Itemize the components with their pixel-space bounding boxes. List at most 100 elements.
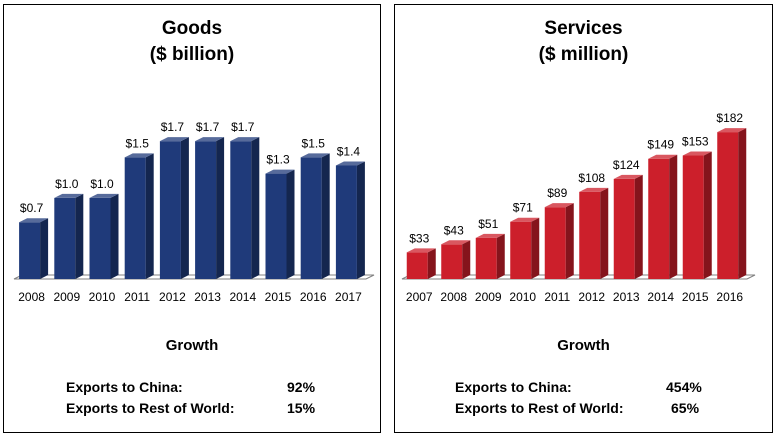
bar-front: [300, 157, 322, 279]
bar-side: [531, 217, 540, 279]
bar-front: [579, 191, 601, 279]
data-label: $149: [647, 138, 674, 152]
bar-front: [475, 237, 497, 279]
data-label: $1.7: [161, 120, 185, 134]
bar-top: [54, 193, 84, 198]
x-tick-label: 2015: [265, 290, 292, 304]
bar-front: [230, 141, 252, 279]
bar: [89, 193, 119, 279]
bar-top: [195, 137, 225, 142]
bar-side: [145, 153, 154, 279]
services-bar-chart: $33 2007 $43 2008 $51 2009 $71 2010 $89 2011 $108 2…: [401, 111, 756, 304]
bar: [335, 161, 365, 279]
x-tick-label: 2013: [194, 290, 221, 304]
metric-value: 454%: [666, 379, 702, 395]
x-tick-label: 2007: [406, 290, 433, 304]
bar: [195, 137, 225, 279]
bar-front: [717, 132, 739, 279]
bar-top: [579, 187, 609, 192]
bar-top: [544, 203, 574, 208]
services-chart-title: Services: [544, 18, 623, 39]
metric-label: Exports to Rest of World:: [455, 400, 624, 416]
bar: [441, 240, 471, 279]
bar-top: [475, 233, 505, 238]
bar: [54, 193, 84, 279]
services-metric-row: Exports to Rest of World: 65%: [455, 400, 755, 418]
bar-top: [300, 153, 330, 158]
services-chart-subtitle: ($ million): [538, 44, 629, 65]
bar-top: [159, 137, 189, 142]
bar-front: [335, 165, 357, 279]
bar-top: [230, 137, 260, 142]
data-label: $33: [409, 231, 429, 245]
bar-front: [682, 155, 704, 279]
bar-top: [648, 154, 678, 159]
bar-side: [321, 153, 330, 279]
data-label: $71: [513, 201, 533, 215]
services-panel: Services ($ million) $33 2007 $43 2008 $51 20…: [394, 4, 773, 433]
bar-top: [613, 174, 643, 179]
goods-bar-chart: $0.7 2008 $1.0 2009 $1.0 2010 $1.5 2011 $1.7 2012…: [13, 120, 375, 304]
bar-front: [124, 157, 146, 279]
bar-side: [496, 233, 505, 279]
x-tick-label: 2009: [475, 290, 502, 304]
bar-top: [510, 217, 540, 222]
x-tick-label: 2008: [18, 290, 45, 304]
bar: [544, 203, 574, 279]
data-label: $1.7: [196, 120, 220, 134]
bar-front: [613, 178, 635, 279]
goods-chart-title: Goods: [161, 18, 223, 39]
bar: [124, 153, 154, 279]
bar-front: [89, 197, 111, 279]
data-label: $43: [444, 223, 464, 237]
data-label: $0.7: [20, 201, 44, 215]
bar: [406, 248, 436, 279]
data-label: $1.7: [231, 120, 255, 134]
data-label: $89: [547, 186, 567, 200]
bar: [682, 151, 712, 279]
x-tick-label: 2010: [509, 290, 536, 304]
bar-side: [40, 218, 49, 279]
bar: [648, 154, 678, 279]
bar-side: [600, 187, 609, 279]
goods-chart-subtitle: ($ billion): [149, 44, 235, 65]
bar-top: [19, 218, 49, 223]
data-label: $1.0: [55, 177, 79, 191]
metric-label: Exports to China:: [66, 379, 183, 395]
x-tick-label: 2011: [544, 290, 570, 304]
bar-front: [159, 141, 181, 279]
x-tick-label: 2015: [682, 290, 709, 304]
bar: [19, 218, 49, 279]
metric-label: Exports to China:: [455, 379, 572, 395]
data-label: $1.3: [266, 153, 290, 167]
bar-top: [335, 161, 365, 166]
goods-panel: Goods ($ billion) $0.7 2008 $1.0 2009 $1.0 20…: [3, 4, 381, 433]
bar: [265, 169, 295, 279]
bar-front: [406, 252, 428, 279]
bar: [230, 137, 260, 279]
data-label: $51: [478, 217, 498, 231]
services-metric-china: Exports to China: 454%: [455, 379, 755, 397]
bar-side: [251, 137, 260, 279]
bar-side: [180, 137, 189, 279]
bar-front: [195, 141, 217, 279]
bar: [475, 233, 505, 279]
x-tick-label: 2011: [124, 290, 150, 304]
bar-top: [89, 193, 119, 198]
bar: [510, 217, 540, 279]
x-tick-label: 2012: [578, 290, 605, 304]
data-label: $108: [578, 171, 605, 185]
bar-front: [54, 197, 76, 279]
data-label: $1.4: [337, 144, 361, 158]
x-tick-label: 2017: [335, 290, 362, 304]
bar-top: [265, 169, 295, 174]
metric-value: 92%: [287, 379, 316, 395]
bar-side: [286, 169, 295, 279]
bar-side: [462, 240, 471, 279]
goods-metric-china: Exports to China: 92%: [66, 379, 366, 397]
data-label: $153: [682, 135, 709, 149]
services-growth-label: Growth: [557, 337, 610, 354]
bar-front: [510, 221, 532, 279]
x-tick-label: 2014: [647, 290, 674, 304]
x-tick-label: 2010: [89, 290, 116, 304]
